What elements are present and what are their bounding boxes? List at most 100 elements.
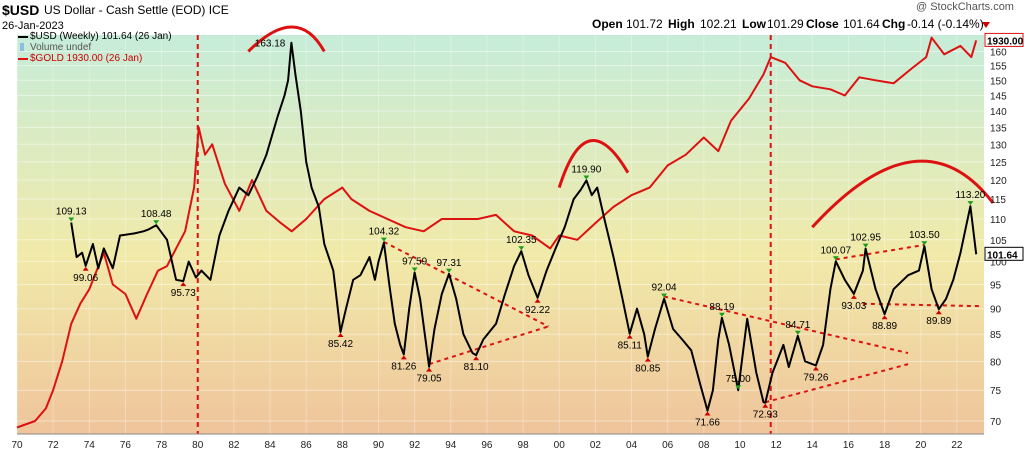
- chart-header: $USD US Dollar - Cash Settle (EOD) ICE 2…: [0, 0, 1024, 36]
- data-label: 81.26: [391, 361, 416, 372]
- y-tick-label: 120: [990, 176, 1007, 187]
- data-label-marker: [644, 357, 651, 362]
- y-tick-label: 80: [990, 357, 1002, 368]
- data-label: 97.59: [402, 256, 427, 267]
- data-label: 92.04: [652, 283, 677, 294]
- x-tick-label: 88: [337, 440, 349, 451]
- data-label: 97.31: [436, 258, 461, 269]
- x-tick-label: 22: [951, 440, 963, 451]
- y-tick-label: 130: [990, 140, 1007, 151]
- trendline: [663, 295, 909, 355]
- x-tick-label: 12: [771, 440, 783, 451]
- data-label-marker: [921, 241, 928, 246]
- trendline: [765, 363, 909, 404]
- data-label: 71.66: [695, 418, 720, 429]
- gold-series-line: [16, 36, 978, 429]
- y-tick-label: 140: [990, 107, 1007, 118]
- x-tick-label: 14: [807, 440, 819, 451]
- data-label: 80.85: [635, 364, 660, 375]
- legend-swatch-gold: [18, 58, 28, 60]
- data-label: 100.07: [820, 245, 851, 256]
- symbol-title: $USD: [2, 2, 40, 18]
- y-tick-label: 95: [990, 281, 1002, 292]
- chart-date: 26-Jan-2023: [2, 20, 64, 32]
- data-label-marker: [473, 356, 480, 361]
- x-tick-label: 08: [698, 440, 710, 451]
- plot-background: [17, 35, 984, 434]
- x-tick-label: 72: [48, 440, 60, 451]
- data-label: 163.18: [255, 39, 286, 50]
- data-label: 92.22: [525, 305, 550, 316]
- ohlc-low-label: Low: [742, 17, 766, 31]
- last-value-label-gold: 1930.00: [987, 36, 1024, 47]
- data-label-marker: [935, 310, 942, 315]
- data-label: 102.95: [850, 233, 881, 244]
- data-label-marker: [762, 403, 769, 408]
- data-label: 108.48: [141, 209, 172, 220]
- ohlc-close-label: Close: [806, 17, 839, 31]
- data-label-marker: [718, 312, 725, 317]
- symbol-description: US Dollar - Cash Settle (EOD) ICE: [44, 3, 229, 17]
- data-label-marker: [704, 411, 711, 416]
- data-label: 88.89: [872, 321, 897, 332]
- x-tick-label: 20: [915, 440, 927, 451]
- trendline: [383, 241, 549, 328]
- x-tick-label: 92: [409, 440, 421, 451]
- usd-series-line: [70, 41, 978, 412]
- data-label: 95.73: [171, 288, 196, 299]
- x-tick-label: 96: [481, 440, 493, 451]
- x-tick-label: 80: [192, 440, 204, 451]
- data-label-marker: [426, 367, 433, 372]
- trendline: [862, 302, 983, 308]
- data-label: 119.90: [571, 164, 601, 175]
- x-tick-label: 78: [156, 440, 168, 451]
- data-label: 93.03: [841, 301, 866, 312]
- ohlc-open-value: 101.72: [626, 17, 663, 31]
- data-label-marker: [850, 294, 857, 299]
- arc: [557, 139, 630, 189]
- y-tick-label: 150: [990, 76, 1007, 87]
- legend-label-usd: $USD (Weekly) 101.64 (26 Jan): [30, 31, 172, 42]
- x-tick-label: 90: [373, 440, 385, 451]
- data-label: 102.35: [506, 235, 537, 246]
- data-label: 88.19: [709, 302, 734, 313]
- data-label-marker: [337, 333, 344, 338]
- data-label-marker: [881, 315, 888, 320]
- x-tick-label: 04: [626, 440, 638, 451]
- data-label-marker: [68, 217, 75, 222]
- x-tick-label: 94: [445, 440, 457, 451]
- data-label-marker: [832, 256, 839, 261]
- y-tick-label: 85: [990, 330, 1002, 341]
- data-label: 103.50: [909, 230, 940, 241]
- data-label: 75.00: [726, 374, 751, 385]
- arcs: [247, 25, 995, 229]
- y-tick-label: 135: [990, 123, 1007, 134]
- data-label-marker: [583, 175, 590, 180]
- x-tick-label: 76: [120, 440, 132, 451]
- y-tick-label: 105: [990, 236, 1007, 247]
- y-tick-label: 115: [990, 195, 1006, 206]
- data-labels: 109.13 99.06 108.48 95.73 163.18 85.42 104.32 9…: [56, 39, 986, 429]
- data-label: 109.13: [56, 207, 87, 218]
- ohlc-low-value: 101.29: [767, 17, 804, 31]
- x-tick-label: 02: [590, 440, 602, 451]
- data-label-marker: [735, 385, 742, 390]
- y-axis: 70 75 80 85 90 95 100 105 110 115 120 125 130 135 140 1…: [990, 47, 1007, 428]
- data-label-marker: [626, 334, 633, 339]
- x-tick-label: 00: [554, 440, 566, 451]
- x-tick-label: 16: [843, 440, 855, 451]
- ohlc-high-label: High: [668, 17, 695, 31]
- data-label: 113.20: [956, 190, 986, 201]
- x-tick-label: 84: [264, 440, 276, 451]
- y-tick-label: 90: [990, 305, 1002, 316]
- data-label: 81.10: [464, 362, 489, 373]
- legend-label-volume: Volume undef: [30, 42, 92, 53]
- x-tick-label: 06: [662, 440, 674, 451]
- x-tick-label: 98: [518, 440, 530, 451]
- data-label-marker: [661, 293, 668, 298]
- y-tick-label: 75: [990, 386, 1002, 397]
- y-tick-label: 155: [990, 62, 1007, 73]
- trendline: [835, 243, 925, 261]
- y-tick-label: 110: [990, 215, 1006, 226]
- data-label-marker: [518, 246, 525, 251]
